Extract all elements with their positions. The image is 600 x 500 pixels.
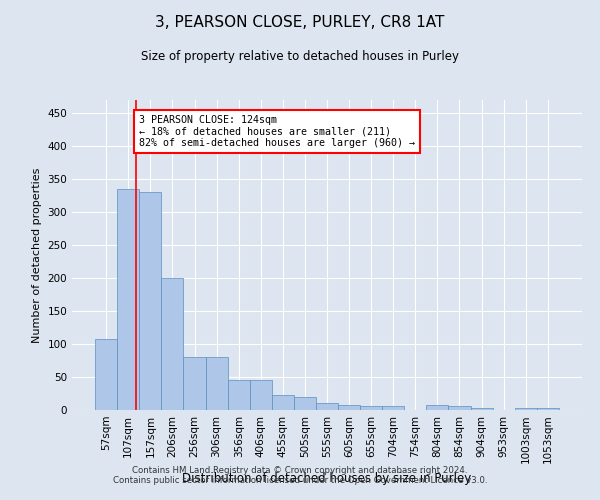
Text: Contains HM Land Registry data © Crown copyright and database right 2024.
Contai: Contains HM Land Registry data © Crown c…: [113, 466, 487, 485]
Bar: [250, 380, 272, 410]
Bar: [184, 357, 206, 410]
Text: Size of property relative to detached houses in Purley: Size of property relative to detached ho…: [141, 50, 459, 63]
Bar: [161, 278, 184, 410]
Bar: [139, 192, 161, 410]
Bar: [360, 406, 382, 410]
Bar: [95, 340, 117, 410]
Bar: [537, 408, 559, 410]
Bar: [382, 406, 404, 410]
Bar: [448, 406, 470, 410]
Bar: [227, 380, 250, 410]
Bar: [206, 357, 227, 410]
Bar: [294, 397, 316, 410]
Bar: [272, 396, 294, 410]
Bar: [338, 404, 360, 410]
Text: 3 PEARSON CLOSE: 124sqm
← 18% of detached houses are smaller (211)
82% of semi-d: 3 PEARSON CLOSE: 124sqm ← 18% of detache…: [139, 114, 415, 148]
Bar: [316, 404, 338, 410]
Bar: [117, 189, 139, 410]
Bar: [470, 408, 493, 410]
Text: 3, PEARSON CLOSE, PURLEY, CR8 1AT: 3, PEARSON CLOSE, PURLEY, CR8 1AT: [155, 15, 445, 30]
Bar: [515, 408, 537, 410]
Bar: [427, 404, 448, 410]
Y-axis label: Number of detached properties: Number of detached properties: [32, 168, 42, 342]
X-axis label: Distribution of detached houses by size in Purley: Distribution of detached houses by size …: [182, 472, 472, 485]
